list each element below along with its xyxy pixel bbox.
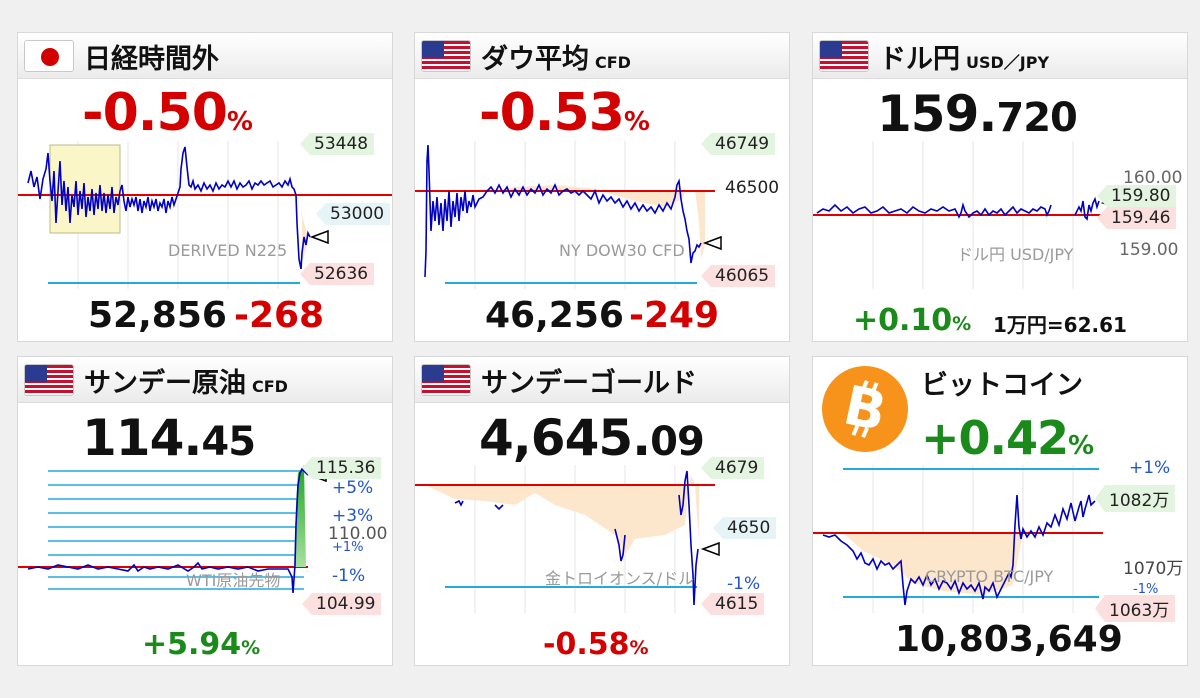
watermark: CRYPTO BTC/JPY: [925, 567, 1054, 586]
usdjpy-card[interactable]: ドル円 USD／JPY 159.720 160.00 159.80 159.46 …: [812, 32, 1188, 342]
us-flag-icon: [421, 40, 471, 72]
price-chart: 160.00 159.80 159.46 ドル円 USD/JPY 159.00: [813, 141, 1187, 297]
card-title: ダウ平均 CFD: [481, 44, 631, 75]
price-line: [27, 146, 311, 270]
plus1-tag: +1%: [332, 540, 364, 555]
current-tag: 1082万: [1095, 485, 1176, 512]
price-line: [822, 494, 1096, 606]
price-chart: 4679 4650 金トロイオンス/ドル -1% 4615: [415, 457, 789, 621]
watermark: WTI原油先物: [186, 571, 281, 590]
price: 46,256: [485, 295, 624, 336]
price-chart: 53448 53000 DERIVED N225 52636: [18, 133, 392, 297]
mid-tag: 46500: [725, 178, 780, 198]
price-line: [27, 467, 309, 594]
card-header: ダウ平均 CFD: [415, 33, 789, 79]
watermark: 金トロイオンス/ドル: [545, 569, 695, 588]
high-tag: 115.36: [302, 457, 382, 479]
price-diff: -268: [234, 295, 325, 336]
price: 10,803,649: [895, 619, 1123, 660]
price-chart: 115.36 +5% +3% 110.00 +1% WTI原油先物 -1% 10…: [18, 457, 392, 621]
bitcoin-icon: B: [821, 365, 909, 453]
low-tag: 1063万: [1095, 595, 1176, 622]
current-marker: [702, 235, 722, 251]
low-tag: 4615: [701, 593, 765, 615]
minus1-tag: -1%: [1133, 582, 1159, 597]
top-tag: 160.00: [1123, 168, 1183, 188]
nikkei-card[interactable]: 日経時間外 -0.50% 53448 53000 DERIVED N225 52…: [17, 32, 393, 342]
price-line: [816, 202, 1052, 219]
mid-tag: 4650: [713, 517, 777, 539]
low-tag: 46065: [701, 265, 776, 287]
dow-card[interactable]: ダウ平均 CFD -0.53% 46749 46500 NY DOW30 CFD …: [414, 32, 790, 342]
change-percent: +0.42%: [921, 411, 1094, 465]
low-tag: 104.99: [302, 593, 382, 615]
card-title: 日経時間外: [84, 44, 219, 75]
plus5-tag: +5%: [332, 478, 374, 498]
price: 114.45: [82, 409, 256, 467]
watermark: NY DOW30 CFD: [559, 241, 685, 260]
plus3-tag: +3%: [332, 506, 374, 526]
us-flag-icon: [24, 364, 74, 396]
card-header: 日経時間外: [18, 33, 392, 79]
card-header: ドル円 USD／JPY: [813, 33, 1187, 79]
price-line: [454, 499, 464, 507]
reference-tag: 159.46: [1097, 207, 1177, 229]
low-tag: 52636: [300, 263, 375, 285]
price: 4,645.09: [479, 409, 705, 467]
current-tag: 159.80: [1097, 185, 1177, 207]
card-header: B ビットコイン: [813, 357, 1187, 452]
high-tag: 46749: [701, 133, 776, 155]
price-chart: 46749 46500 NY DOW30 CFD 46065: [415, 133, 789, 297]
change-percent: -0.58%: [543, 627, 649, 662]
mid-tag: 110.00: [328, 524, 388, 544]
high-tag: 53448: [300, 133, 375, 155]
current-marker: [309, 229, 329, 245]
price-chart: +1% 1082万 CRYPTO BTC/JPY 1070万 -1% 1063万: [813, 458, 1187, 622]
minus1-tag: -1%: [332, 566, 366, 586]
mid-tag: 53000: [316, 203, 391, 225]
change-percent: +5.94%: [142, 627, 261, 662]
japan-flag-icon: [24, 40, 74, 72]
card-title: サンデーゴールド: [481, 368, 697, 399]
card-header: サンデーゴールド: [415, 357, 789, 403]
price: 52,856: [88, 295, 227, 336]
minus1-tag: -1%: [727, 574, 761, 594]
rate: 159.720: [877, 85, 1078, 143]
high-tag: 4679: [701, 457, 765, 479]
plus1-tag: +1%: [1129, 458, 1171, 478]
us-flag-icon: [421, 364, 471, 396]
watermark: DERIVED N225: [168, 241, 288, 260]
card-title: ビットコイン: [921, 370, 1083, 401]
change-percent: -0.50%: [82, 83, 253, 143]
oil-card[interactable]: サンデー原油 CFD 114.45 115.36 +5% +3% 110.00 +…: [17, 356, 393, 666]
card-title: ドル円 USD／JPY: [879, 44, 1050, 75]
watermark: ドル円 USD/JPY: [957, 245, 1074, 264]
card-title: サンデー原油 CFD: [84, 368, 288, 399]
mid-tag: 1070万: [1123, 559, 1184, 579]
price-line: [424, 144, 702, 278]
gold-card[interactable]: サンデーゴールド 4,645.09 4679 4650 金トロイオンス/ドル -…: [414, 356, 790, 666]
card-header: サンデー原油 CFD: [18, 357, 392, 403]
current-marker: [700, 541, 720, 557]
bitcoin-card[interactable]: B ビットコイン +0.42% +1% 1082万 CRYPTO BTC/JPY…: [812, 356, 1188, 666]
change-percent: +0.10%: [853, 303, 972, 338]
change-percent: -0.53%: [479, 83, 650, 143]
bottom-tag: 159.00: [1119, 240, 1179, 260]
price-diff: -249: [629, 295, 720, 336]
yen-conversion-note: 1万円=62.61: [993, 313, 1127, 337]
us-flag-icon: [819, 40, 869, 72]
